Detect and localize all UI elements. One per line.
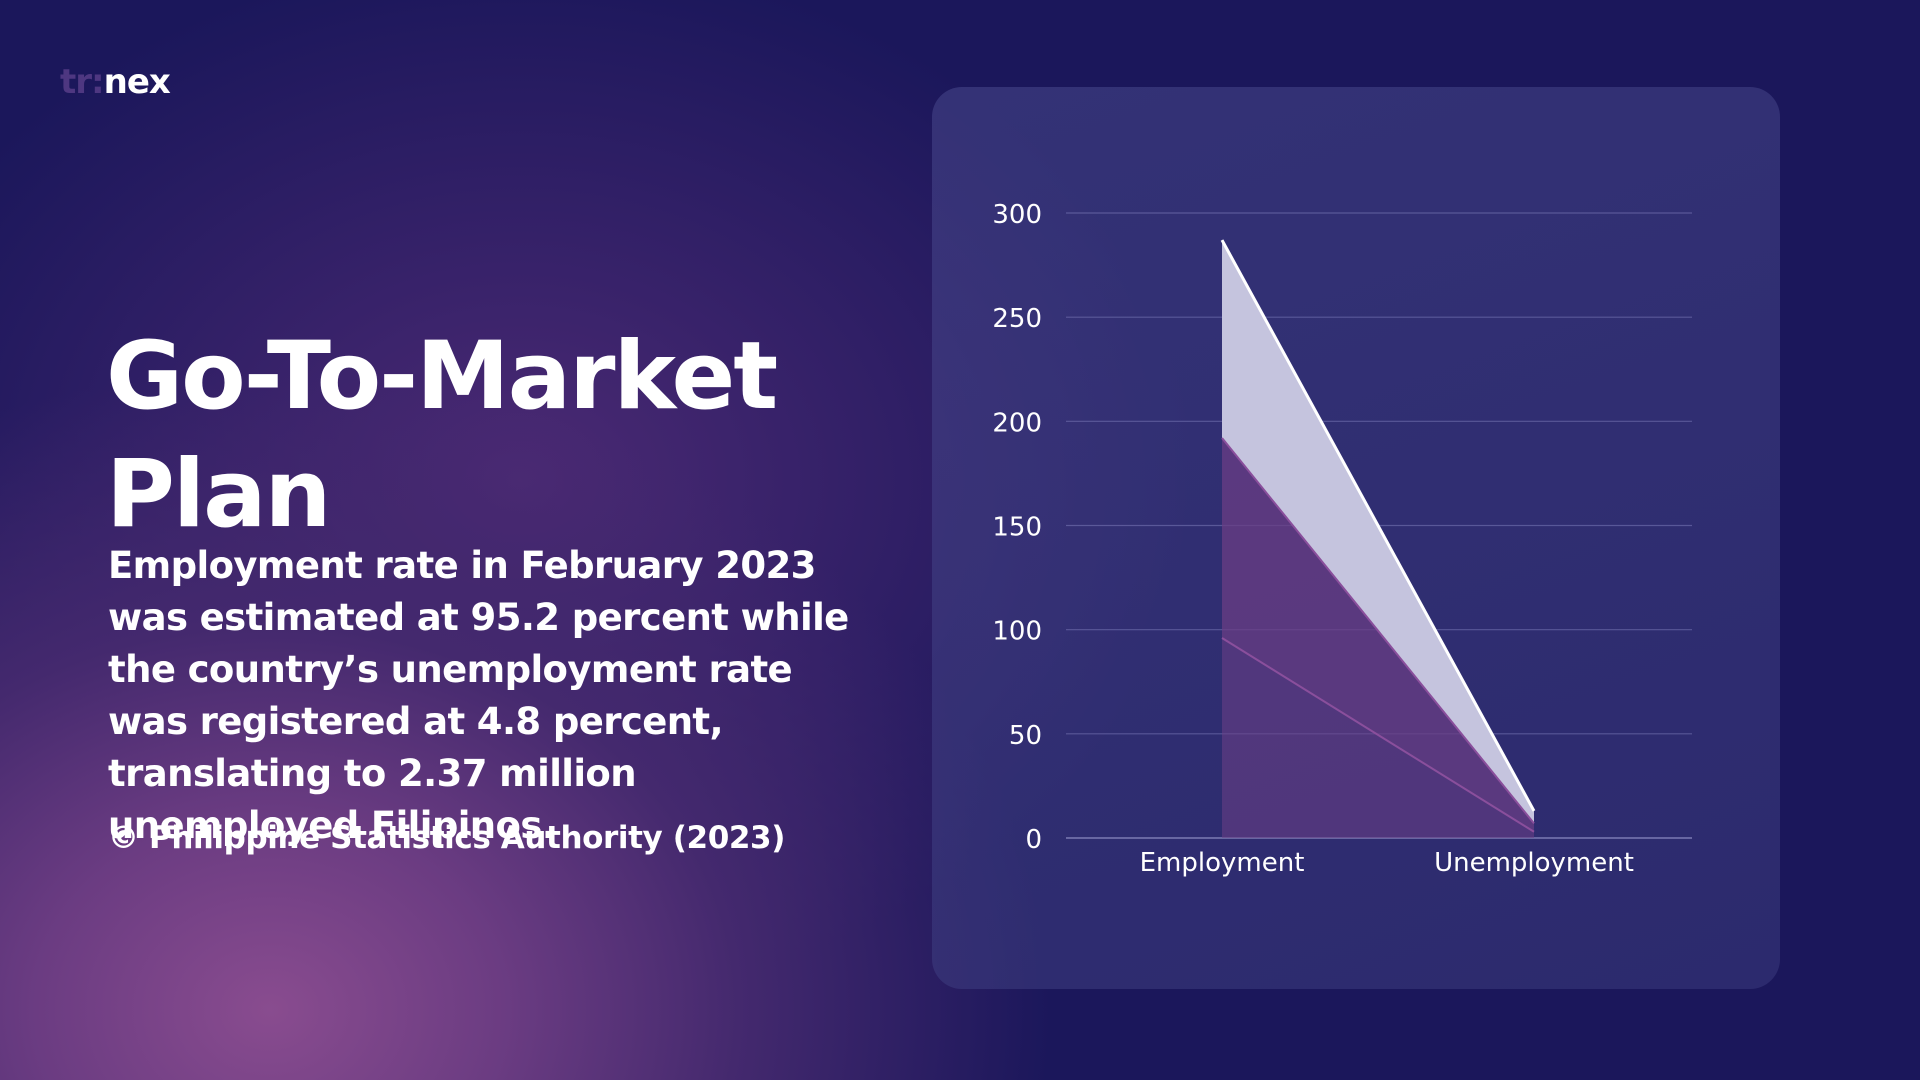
area-chart: 0 50 100 150 200 250 300 Employment Unemployment bbox=[992, 200, 1692, 878]
brand-logo: tr:nex bbox=[60, 62, 171, 102]
y-tick-label: 50 bbox=[1009, 721, 1042, 751]
area-series-1 bbox=[1222, 638, 1534, 838]
logo-suffix: nex bbox=[103, 62, 171, 102]
area-series-2 bbox=[1222, 438, 1534, 832]
area-series-2-edge bbox=[1221, 437, 1535, 825]
page-title: Go-To-Market Plan bbox=[106, 322, 778, 549]
y-tick-label: 250 bbox=[992, 304, 1042, 334]
x-tick-label: Unemployment bbox=[1434, 848, 1634, 878]
y-tick-label: 200 bbox=[992, 408, 1042, 438]
area-series-1-edge bbox=[1221, 637, 1535, 833]
y-tick-label: 150 bbox=[992, 513, 1042, 543]
logo-prefix: tr: bbox=[60, 62, 105, 102]
area-series-3-edge bbox=[1220, 239, 1536, 812]
y-tick-label: 0 bbox=[1025, 825, 1042, 855]
y-tick-label: 300 bbox=[992, 200, 1042, 230]
y-tick-label: 100 bbox=[992, 617, 1042, 647]
source-citation: © Philippine Statistics Authority (2023) bbox=[108, 820, 785, 856]
x-tick-label: Employment bbox=[1140, 848, 1305, 878]
description-text: Employment rate in February 2023 was est… bbox=[108, 544, 849, 847]
